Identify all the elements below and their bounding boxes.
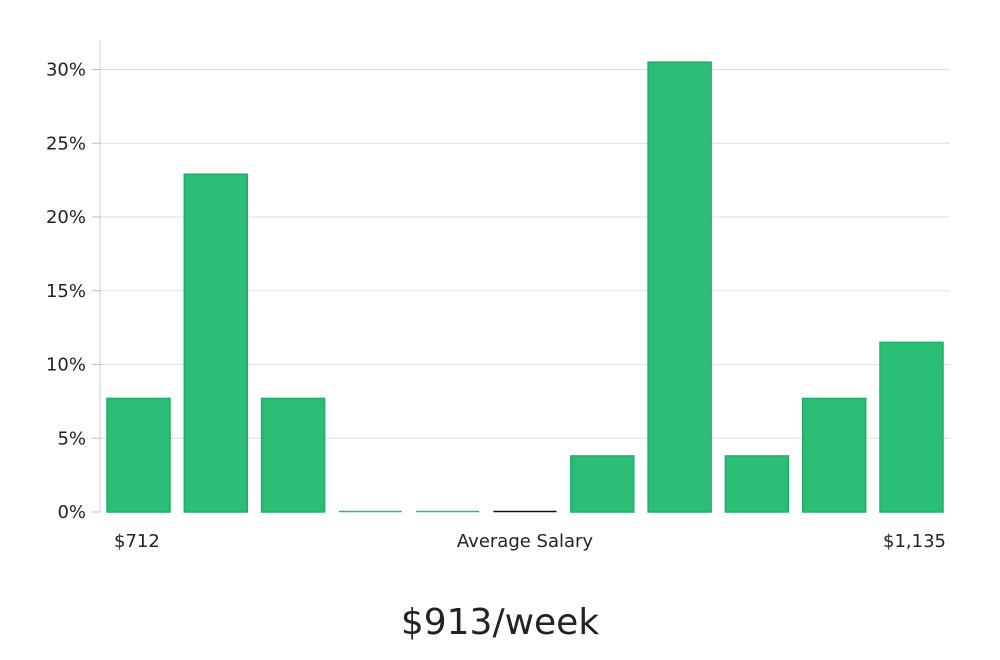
x-min-label: $712 — [114, 531, 160, 552]
y-tick-label: 15% — [46, 281, 86, 302]
x-axis-label: Average Salary — [457, 531, 594, 552]
histogram-bar — [879, 341, 944, 513]
histogram-bar — [801, 397, 867, 513]
y-tick-labels: 0% 5% 10% 15% 20% 25% 30% — [46, 60, 100, 523]
bars — [106, 61, 944, 513]
histogram-bar — [106, 397, 171, 513]
y-tick-label: 25% — [46, 133, 86, 154]
histogram-bar — [647, 61, 712, 513]
y-tick-label: 0% — [57, 502, 86, 523]
salary-histogram: 0%5%10%15%20%25%30% $712 Average Salary … — [46, 40, 950, 552]
y-tick-label: 5% — [57, 428, 86, 449]
y-tick-label: 10% — [46, 355, 86, 376]
y-tick-label: 30% — [46, 60, 86, 81]
histogram-bar — [570, 455, 635, 513]
histogram-bar — [183, 173, 249, 513]
x-max-label: $1,135 — [883, 531, 946, 552]
average-salary-summary: $913/week — [400, 602, 600, 643]
y-tick-label: 20% — [46, 207, 86, 228]
histogram-bar — [260, 397, 326, 513]
histogram-bar — [724, 455, 790, 513]
